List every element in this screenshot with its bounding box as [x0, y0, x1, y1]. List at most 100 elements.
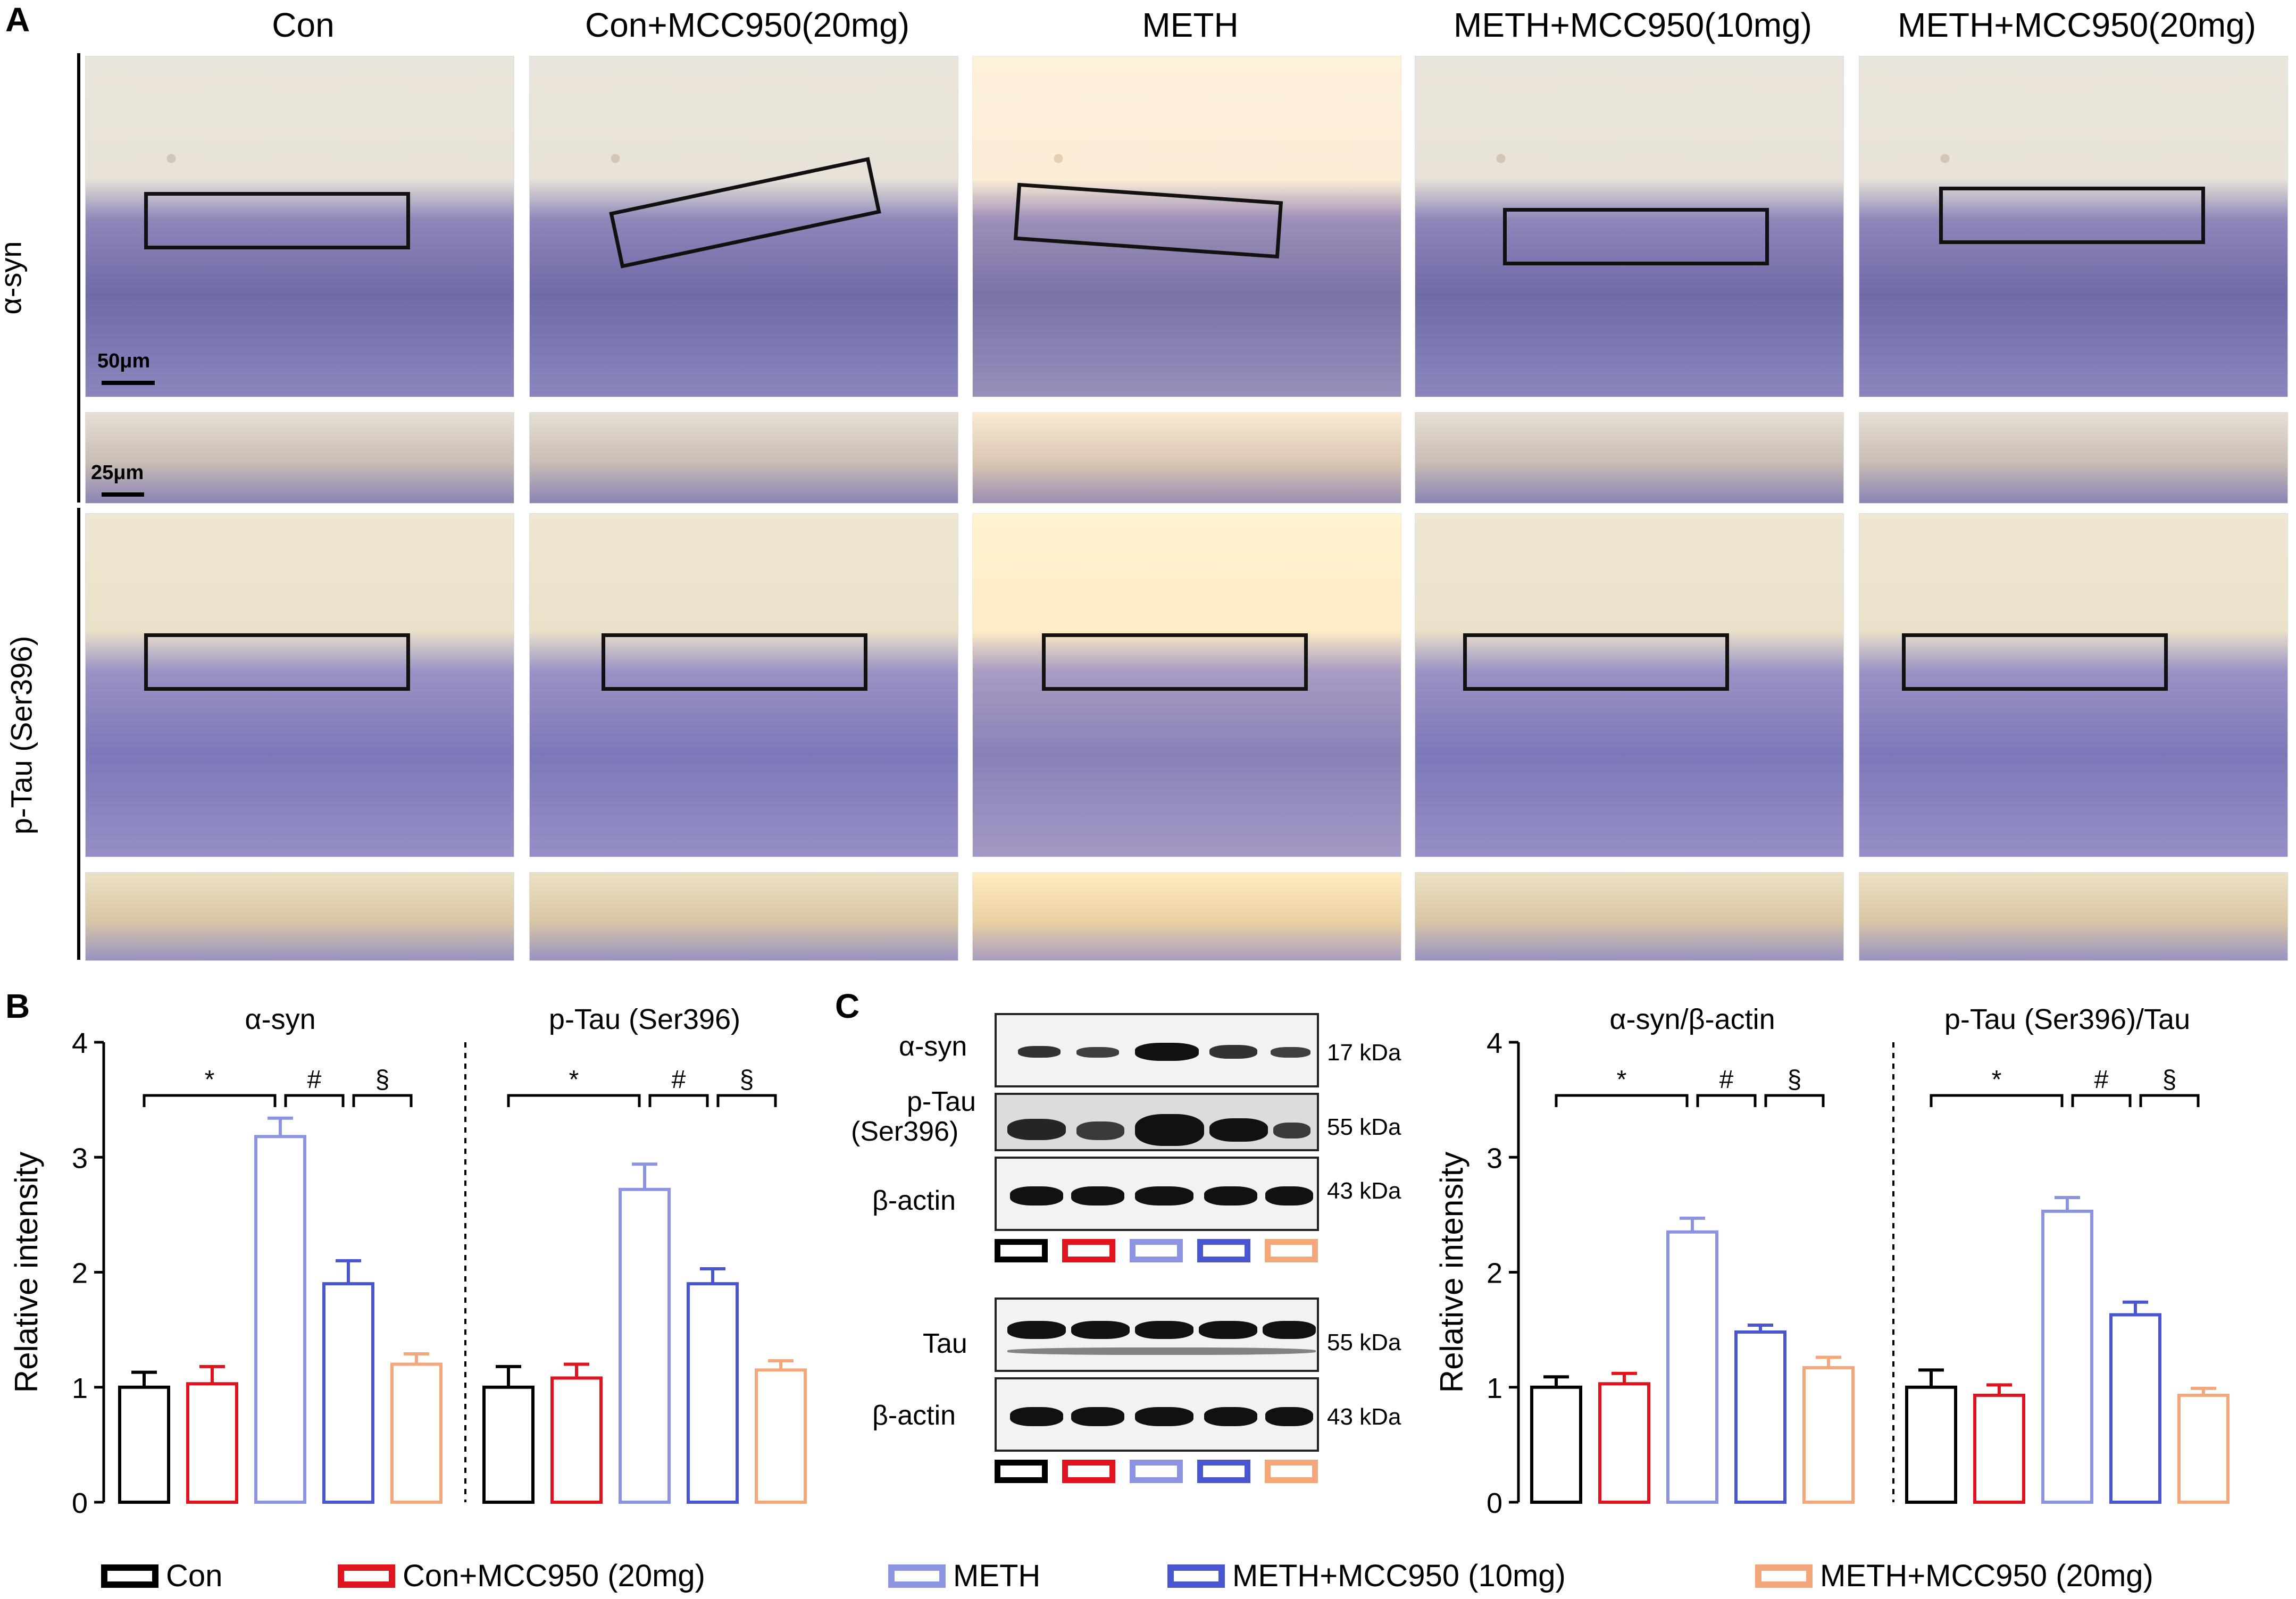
column-title-con-mcc950: Con+MCC950(20mg)	[585, 6, 910, 44]
lane-key-con-mcc950-2	[1062, 1460, 1115, 1483]
kda-alpha-syn: 17 kDa	[1327, 1040, 1401, 1066]
micrograph-tau-meth-mcc950-20	[1859, 513, 2288, 857]
sig-marker: *	[569, 1066, 579, 1094]
lane-key-meth-mcc950-20-1	[1265, 1239, 1318, 1262]
zoom-tau-con	[85, 872, 514, 961]
lane-key-con-2	[995, 1460, 1048, 1483]
bar-3	[322, 1282, 374, 1504]
sig-marker: #	[1719, 1066, 1734, 1094]
panel-c-label: C	[835, 987, 860, 1025]
column-title-con: Con	[272, 6, 335, 44]
sig-bracket	[284, 1094, 345, 1107]
chart-title: α-syn	[245, 1003, 315, 1035]
roi-box	[1503, 208, 1769, 265]
kda-p-tau: 55 kDa	[1327, 1114, 1401, 1140]
kda-tau: 55 kDa	[1327, 1329, 1401, 1355]
sig-marker: *	[205, 1066, 215, 1094]
lane-key-meth-mcc950-10-1	[1197, 1239, 1250, 1262]
chart-title: p-Tau (Ser396)/Tau	[1944, 1003, 2190, 1035]
zoom-syn-meth	[972, 412, 1401, 504]
bar-1	[1973, 1393, 2025, 1504]
sig-bracket	[352, 1094, 413, 1107]
legend-swatch-meth-mcc950-10	[1167, 1564, 1225, 1588]
legend-item-con: Con	[101, 1558, 222, 1594]
zoom-syn-con-mcc950	[529, 412, 958, 504]
sig-bracket	[1930, 1094, 2064, 1107]
kda-beta-actin-2: 43 kDa	[1327, 1404, 1401, 1430]
sig-bracket	[716, 1094, 777, 1107]
column-title-meth-mcc950-10: METH+MCC950(10mg)	[1454, 6, 1812, 44]
sig-marker: §	[375, 1066, 390, 1094]
micrograph-syn-con-mcc950	[529, 56, 958, 397]
zoom-tau-meth	[972, 872, 1401, 961]
bar-0	[1530, 1385, 1582, 1504]
chart-title: α-syn/β-actin	[1609, 1003, 1775, 1035]
blot-alpha-syn	[995, 1013, 1319, 1087]
bar-4	[755, 1368, 807, 1504]
chart-panel-c: Relative intensity 0 1 2 3 4 α-syn/β-actin * # § p…	[1434, 1003, 2230, 1519]
wb-label-ser396: (Ser396)	[851, 1116, 959, 1147]
micrograph-tau-meth-mcc950-10	[1415, 513, 1844, 857]
legend-item-con-mcc950: Con+MCC950 (20mg)	[338, 1558, 705, 1594]
zoom-syn-con: 25μm	[85, 412, 514, 504]
sig-bracket	[1555, 1094, 1689, 1107]
bar-2	[2041, 1209, 2093, 1504]
legend-label-meth: METH	[953, 1559, 1041, 1593]
column-title-meth: METH	[1142, 6, 1239, 44]
sig-marker: §	[2163, 1066, 2177, 1094]
sig-marker: §	[740, 1066, 754, 1094]
sig-bracket	[2071, 1094, 2132, 1107]
bar-3	[687, 1282, 739, 1504]
bar-1	[1598, 1382, 1650, 1504]
micrograph-tau-meth	[972, 513, 1401, 857]
micrograph-syn-meth-mcc950-20	[1859, 56, 2288, 397]
y-tick-label: 3	[72, 1142, 88, 1174]
sig-bracket	[648, 1094, 709, 1107]
y-axis-label: Relative intensity	[1434, 1152, 1470, 1393]
lane-key-con-mcc950-1	[1062, 1239, 1115, 1262]
legend-label-con-mcc950: Con+MCC950 (20mg)	[403, 1559, 705, 1593]
bar-0	[482, 1385, 535, 1504]
roi-box	[602, 633, 867, 691]
legend-item-meth-mcc950-10: METH+MCC950 (10mg)	[1167, 1558, 1566, 1594]
bar-4	[1802, 1366, 1855, 1504]
scale-bar-50	[102, 381, 155, 385]
sig-bracket	[143, 1094, 277, 1107]
row-label-p-tau: p-Tau (Ser396)	[4, 635, 38, 835]
micrograph-syn-meth	[972, 56, 1401, 397]
y-tick-label: 1	[1487, 1372, 1502, 1404]
sig-marker: §	[1788, 1066, 1802, 1094]
y-tick-label: 4	[1487, 1027, 1502, 1059]
bar-0	[118, 1385, 170, 1504]
legend-swatch-meth-mcc950-20	[1755, 1564, 1813, 1588]
legend-item-meth-mcc950-20: METH+MCC950 (20mg)	[1755, 1558, 2153, 1594]
wb-label-alpha-syn: α-syn	[899, 1031, 967, 1062]
chart-title: p-Tau (Ser396)	[549, 1003, 740, 1035]
panel-a-label: A	[5, 1, 30, 39]
bar-1	[186, 1382, 238, 1504]
micrograph-syn-meth-mcc950-10	[1415, 56, 1844, 397]
y-tick-label: 2	[1487, 1258, 1502, 1290]
roi-box	[144, 192, 410, 249]
zoom-tau-meth-mcc950-20	[1859, 872, 2288, 961]
blot-tau	[995, 1297, 1319, 1372]
zoom-tau-meth-mcc950-10	[1415, 872, 1844, 961]
kda-beta-actin-1: 43 kDa	[1327, 1178, 1401, 1204]
legend-swatch-con	[101, 1564, 158, 1588]
micrograph-syn-con: 50μm	[85, 56, 514, 397]
bar-3	[1734, 1330, 1786, 1504]
roi-box	[1902, 633, 2168, 691]
bar-0	[1905, 1385, 1957, 1504]
scale-label-25: 25μm	[91, 462, 144, 484]
wb-label-beta-actin-1: β-actin	[872, 1185, 956, 1216]
blot-p-tau	[995, 1093, 1319, 1151]
wb-label-p-tau: p-Tau	[907, 1086, 976, 1117]
y-tick-label: 0	[72, 1487, 88, 1519]
micrograph-tau-con	[85, 513, 514, 857]
legend-label-meth-mcc950-20: METH+MCC950 (20mg)	[1820, 1559, 2153, 1593]
bar-3	[2109, 1313, 2161, 1504]
sig-marker: #	[307, 1066, 322, 1094]
column-title-meth-mcc950-20: METH+MCC950(20mg)	[1898, 6, 2256, 44]
legend-swatch-meth	[888, 1564, 946, 1588]
sig-bracket	[1764, 1094, 1825, 1107]
